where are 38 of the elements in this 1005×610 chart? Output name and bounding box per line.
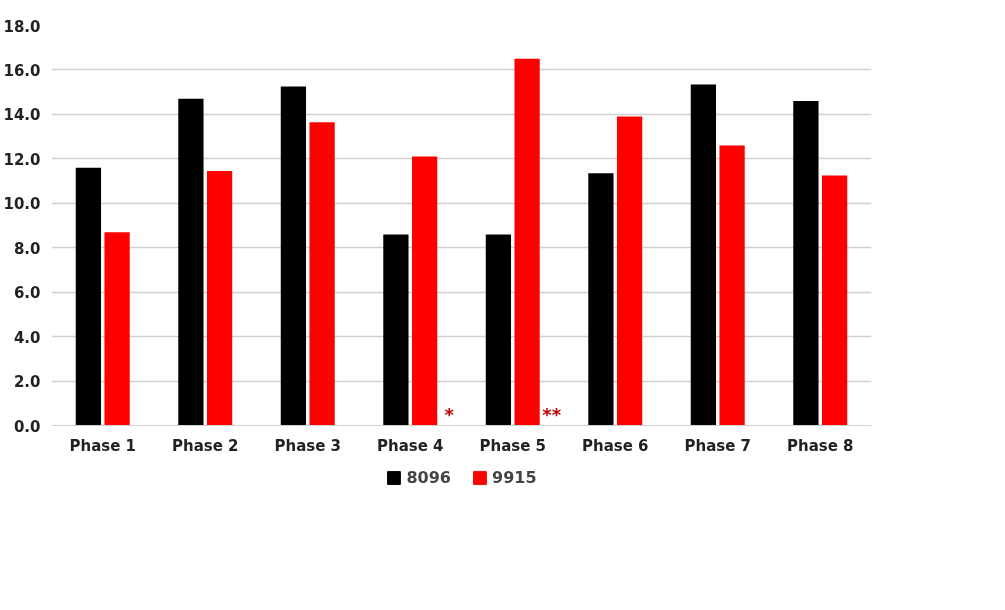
y-tick-label: 14.0	[3, 106, 41, 125]
y-tick-label: 0.0	[13, 417, 41, 436]
bar	[309, 122, 335, 426]
y-tick-label: 16.0	[3, 61, 41, 80]
x-tick-label: Phase 6	[581, 436, 649, 455]
x-tick-label: Phase 2	[171, 436, 239, 455]
bar	[719, 145, 745, 426]
annotation: **	[542, 403, 562, 425]
y-tick-label: 8.0	[13, 239, 41, 258]
bar	[793, 101, 819, 426]
x-tick-label: Phase 5	[479, 436, 547, 455]
bar	[280, 86, 307, 426]
y-tick-label: 6.0	[13, 284, 41, 303]
bar	[485, 234, 512, 426]
x-tick-label: Phase 4	[376, 436, 444, 455]
y-tick-label: 12.0	[3, 150, 41, 169]
x-tick-label: Phase 8	[786, 436, 854, 455]
x-tick-label: Phase 3	[274, 436, 342, 455]
legend-label: 9915	[492, 467, 537, 487]
bar	[383, 234, 409, 426]
bar	[690, 84, 717, 426]
y-tick-label: 10.0	[3, 195, 41, 214]
x-tick-label: Phase 1	[69, 436, 137, 455]
bar	[206, 171, 233, 426]
y-tick-label: 4.0	[13, 328, 41, 347]
bar	[178, 98, 204, 426]
bar	[75, 167, 102, 426]
bar	[588, 173, 614, 426]
legend-label: 8096	[406, 467, 451, 487]
bar	[821, 175, 848, 426]
bar	[104, 232, 130, 426]
y-tick-label: 2.0	[13, 373, 41, 392]
x-tick-label: Phase 7	[684, 436, 752, 455]
bar	[514, 58, 540, 426]
bar	[616, 116, 643, 426]
annotation: *	[444, 403, 455, 425]
y-tick-label: 18.0	[3, 17, 41, 36]
bar	[411, 156, 438, 426]
